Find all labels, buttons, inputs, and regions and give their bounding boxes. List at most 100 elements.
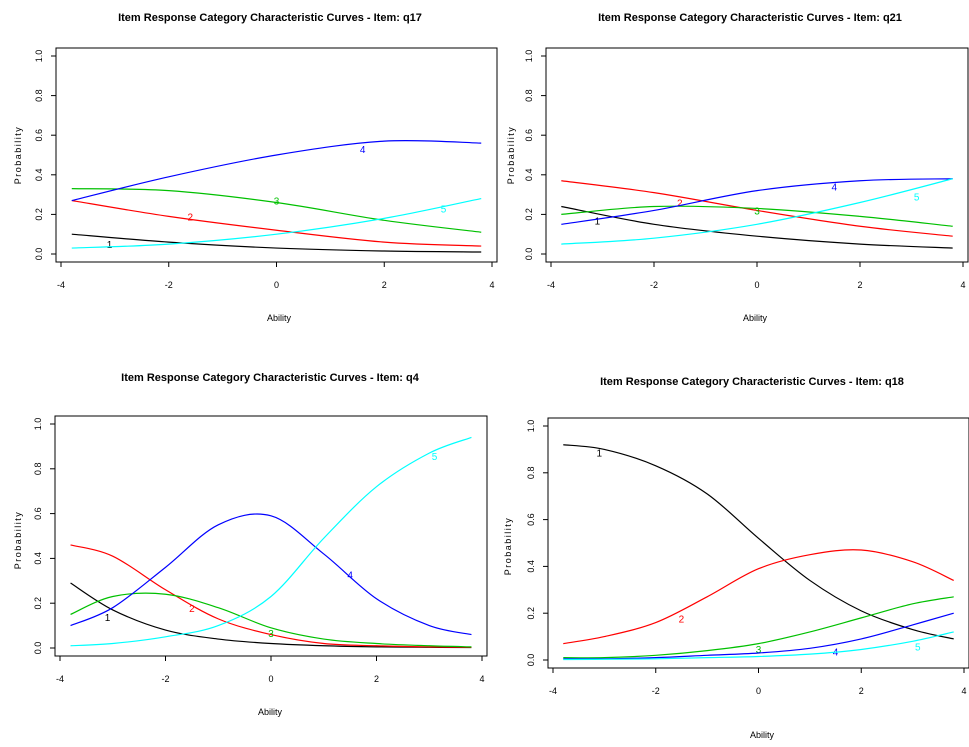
series-3-label: 3 [754, 206, 760, 217]
series-3-line [561, 205, 953, 227]
series-2-label: 2 [189, 604, 195, 615]
x-tick-label: -4 [547, 280, 555, 290]
series-4-label: 4 [347, 571, 353, 582]
series-5-label: 5 [441, 204, 447, 215]
x-tick-label: 4 [960, 280, 965, 290]
y-tick-label: 0.6 [526, 513, 536, 526]
x-tick-label: -2 [165, 280, 173, 290]
series-2-label: 2 [677, 198, 683, 209]
plot-panel: Item Response Category Characteristic Cu… [503, 376, 969, 740]
series-1-line [71, 233, 482, 253]
chart-title: Item Response Category Characteristic Cu… [598, 12, 902, 24]
chart-title: Item Response Category Characteristic Cu… [600, 376, 904, 388]
plot-panel: Item Response Category Characteristic Cu… [13, 12, 498, 323]
series-2-line [70, 544, 472, 648]
x-tick-label: 0 [756, 686, 761, 696]
y-tick-label: 0.2 [526, 607, 536, 620]
y-tick-label: 1.0 [524, 50, 534, 63]
series-1-label: 1 [107, 240, 113, 251]
y-axis-label: Probability [13, 511, 23, 570]
series-3-line [70, 592, 472, 648]
x-tick-label: 4 [479, 674, 484, 684]
series-5-line [71, 197, 482, 249]
series-2-label: 2 [188, 212, 194, 223]
y-tick-label: 0.6 [524, 129, 534, 142]
series-2-line [563, 549, 954, 645]
x-tick-label: 2 [374, 674, 379, 684]
plot-frame [547, 417, 969, 669]
series-4-label: 4 [831, 183, 837, 194]
y-tick-label: 1.0 [526, 420, 536, 433]
y-tick-label: 0.4 [34, 169, 44, 182]
x-tick-label: -2 [650, 280, 658, 290]
series-4-label: 4 [360, 145, 366, 156]
y-tick-label: 0.8 [33, 463, 43, 476]
series-3-label: 3 [274, 197, 280, 208]
y-tick-label: 0.4 [33, 552, 43, 565]
plot-frame [54, 415, 488, 657]
y-tick-label: 0.8 [526, 467, 536, 480]
series-1-line [70, 582, 472, 649]
series-5-line [561, 178, 953, 245]
y-tick-label: 0.8 [34, 89, 44, 102]
y-tick-label: 0.6 [33, 507, 43, 520]
x-axis-label: Ability [750, 730, 775, 740]
y-tick-label: 0.8 [524, 89, 534, 102]
x-tick-label: -2 [652, 686, 660, 696]
x-axis-label: Ability [743, 313, 768, 323]
plot-panel: Item Response Category Characteristic Cu… [13, 372, 488, 717]
y-tick-label: 0.2 [33, 597, 43, 610]
series-1-line [561, 205, 953, 249]
x-tick-label: 2 [857, 280, 862, 290]
series-4-line [70, 513, 472, 636]
series-4-line [561, 178, 953, 225]
x-tick-label: 2 [859, 686, 864, 696]
series-3-line [71, 188, 482, 233]
x-tick-label: 4 [489, 280, 494, 290]
y-axis-label: Probability [506, 126, 516, 185]
x-tick-label: 0 [754, 280, 759, 290]
x-tick-label: 2 [382, 280, 387, 290]
y-tick-label: 0.2 [34, 208, 44, 221]
y-tick-label: 1.0 [33, 418, 43, 431]
series-3-label: 3 [756, 645, 762, 656]
chart-title: Item Response Category Characteristic Cu… [118, 12, 422, 24]
series-4-line [71, 139, 482, 202]
y-tick-label: 0.6 [34, 129, 44, 142]
plot-frame [545, 47, 969, 263]
x-tick-label: -4 [57, 280, 65, 290]
y-axis-label: Probability [13, 126, 23, 185]
series-1-label: 1 [595, 216, 601, 227]
series-5-label: 5 [432, 452, 438, 463]
series-1-line [563, 444, 954, 640]
x-axis-label: Ability [267, 313, 292, 323]
chart-title: Item Response Category Characteristic Cu… [121, 372, 420, 384]
y-tick-label: 0.0 [526, 654, 536, 667]
y-tick-label: 0.4 [524, 169, 534, 182]
y-axis-label: Probability [503, 517, 513, 576]
x-tick-label: -4 [549, 686, 557, 696]
series-5-line [563, 631, 954, 661]
x-tick-label: 0 [268, 674, 273, 684]
y-tick-label: 1.0 [34, 50, 44, 63]
series-1-label: 1 [105, 613, 111, 624]
x-tick-label: -4 [56, 674, 64, 684]
x-tick-label: -2 [161, 674, 169, 684]
y-tick-label: 0.0 [33, 642, 43, 655]
series-3-line [563, 596, 954, 659]
x-tick-label: 0 [274, 280, 279, 290]
series-5-label: 5 [915, 643, 921, 654]
y-tick-label: 0.2 [524, 208, 534, 221]
plot-panel: Item Response Category Characteristic Cu… [506, 12, 969, 323]
series-5-line [70, 436, 472, 647]
series-5-label: 5 [914, 193, 920, 204]
x-axis-label: Ability [258, 707, 283, 717]
series-4-label: 4 [833, 647, 839, 658]
series-3-label: 3 [268, 629, 274, 640]
x-tick-label: 4 [961, 686, 966, 696]
y-tick-label: 0.0 [524, 248, 534, 261]
series-2-label: 2 [679, 615, 685, 626]
y-tick-label: 0.0 [34, 248, 44, 261]
series-2-line [71, 199, 482, 247]
